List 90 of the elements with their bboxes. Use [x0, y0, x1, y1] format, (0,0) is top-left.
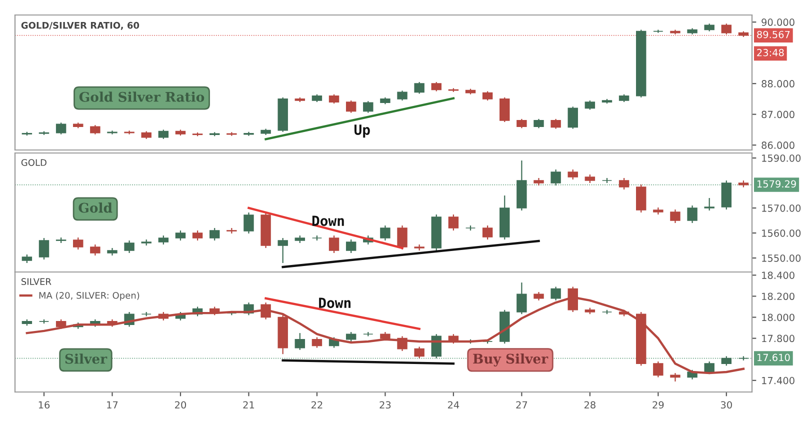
annotation: Buy Silver — [473, 353, 548, 366]
y-tick-label: 86.000 — [762, 142, 794, 149]
candlestick — [328, 234, 340, 254]
text: SILVER — [21, 278, 52, 285]
candlestick — [482, 224, 493, 240]
candlestick — [653, 360, 664, 378]
x-tick-label: 23 — [380, 401, 391, 409]
ref-line-label: 1579.29 — [757, 180, 796, 188]
text: 23:48 — [757, 48, 784, 56]
annotation: Gold Silver Ratio — [79, 92, 204, 102]
annotation: Down — [312, 216, 344, 226]
candlestick — [278, 237, 288, 264]
candlestick — [90, 244, 100, 256]
candlestick — [346, 331, 356, 342]
x-tick-label: 16 — [38, 401, 50, 409]
annotation: Down — [319, 298, 350, 308]
y-tick-label: 87.000 — [762, 110, 794, 118]
candlestick — [670, 208, 680, 224]
candlestick — [124, 130, 134, 135]
candlestick — [431, 81, 442, 92]
candlestick — [158, 129, 169, 140]
candlestick — [704, 197, 714, 212]
candlestick — [414, 81, 424, 94]
candlestick — [448, 214, 459, 232]
legend-label: MA (20, SILVER: Open) — [39, 292, 140, 301]
y-tick-label: 90.000 — [762, 18, 794, 26]
candlestick — [550, 168, 561, 186]
y-tick-label: 1560.00 — [762, 229, 801, 237]
text: GOLD — [21, 159, 46, 166]
candlestick — [550, 286, 561, 301]
candlestick — [328, 94, 340, 104]
ref-line-label: 17.610 — [757, 354, 790, 362]
candlestick — [584, 100, 596, 110]
candlestick — [192, 230, 203, 242]
ref-line-label: 89.567 — [757, 30, 790, 38]
candlestick — [636, 184, 646, 214]
y-tick-label: 18.200 — [762, 292, 794, 300]
candlestick — [397, 224, 408, 250]
candlestick — [294, 332, 306, 350]
y-tick-label: 17.800 — [762, 334, 794, 342]
candlestick — [414, 346, 424, 359]
candlestick — [618, 177, 630, 190]
candlestick — [550, 118, 561, 130]
candlestick — [56, 122, 66, 135]
candlestick — [244, 212, 254, 234]
y-tick-label: 18.400 — [762, 272, 794, 279]
candlestick — [397, 90, 408, 102]
x-tick-label: 21 — [243, 401, 254, 408]
candlestick — [568, 106, 578, 130]
x-tick-label: 17 — [107, 401, 118, 408]
candlestick — [346, 100, 356, 114]
candlestick — [721, 356, 732, 366]
candlestick — [568, 168, 578, 180]
x-tick-label: 20 — [175, 401, 186, 409]
annotation: Gold — [78, 202, 112, 213]
annotation: Silver — [65, 354, 108, 364]
y-tick-label: 1570.00 — [762, 204, 801, 212]
y-tick-label: 88.000 — [762, 80, 794, 88]
candlestick — [516, 282, 527, 315]
text: GOLD/SILVER RATIO, 60 — [21, 22, 140, 30]
annotation: Up — [354, 124, 370, 138]
candlestick — [346, 238, 356, 254]
x-tick-label: 22 — [311, 401, 322, 408]
y-tick-label: 1590.00 — [762, 154, 801, 162]
y-tick-label: 17.400 — [762, 376, 794, 384]
candlestick — [107, 130, 118, 135]
candlestick — [500, 96, 510, 123]
candlestick — [56, 318, 66, 330]
x-tick-label: 30 — [720, 401, 732, 409]
candlestick — [38, 237, 50, 260]
y-tick-label: 1550.00 — [762, 254, 801, 262]
candlestick — [73, 236, 84, 250]
candlestick — [363, 100, 374, 114]
candlestick — [124, 240, 134, 254]
candlestick — [90, 124, 100, 135]
x-tick-label: 28 — [584, 401, 596, 409]
candlestick — [482, 90, 493, 102]
x-tick-label: 24 — [448, 401, 460, 408]
candlestick — [380, 224, 390, 242]
candlestick — [312, 336, 322, 348]
x-tick-label: 27 — [516, 401, 528, 408]
candlestick — [721, 23, 732, 35]
candlestick — [534, 118, 544, 129]
candlestick — [721, 180, 732, 210]
y-tick-label: 18.000 — [762, 314, 794, 322]
candlestick — [516, 118, 527, 129]
x-tick-label: 29 — [652, 401, 664, 409]
candlestick — [687, 204, 698, 224]
candlestick — [209, 227, 220, 242]
candlestick — [175, 230, 186, 242]
